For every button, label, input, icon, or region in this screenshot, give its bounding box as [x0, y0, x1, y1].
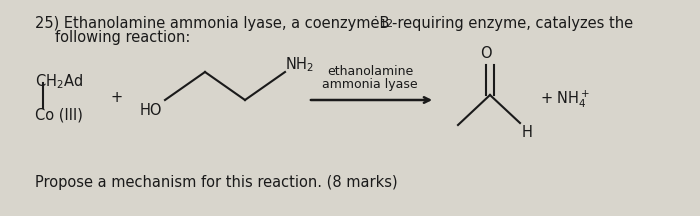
Text: ammonia lyase: ammonia lyase [322, 78, 418, 91]
Text: Propose a mechanism for this reaction. (8 marks): Propose a mechanism for this reaction. (… [35, 175, 398, 190]
Text: -requiring enzyme, catalyzes the: -requiring enzyme, catalyzes the [392, 16, 633, 31]
Text: HO: HO [140, 103, 162, 118]
Text: + NH$_4^+$: + NH$_4^+$ [540, 88, 590, 110]
Text: ethanolamine: ethanolamine [327, 65, 413, 78]
Text: 25) Ethanolamine ammonia lyase, a coenzymėB: 25) Ethanolamine ammonia lyase, a coenzy… [35, 16, 389, 31]
Text: 12: 12 [380, 19, 394, 29]
Text: NH$_2$: NH$_2$ [285, 55, 314, 74]
Text: CH$_2$Ad: CH$_2$Ad [35, 72, 83, 91]
Text: O: O [480, 46, 492, 61]
Text: H: H [522, 125, 533, 140]
Text: +: + [110, 90, 122, 105]
Text: following reaction:: following reaction: [55, 30, 190, 45]
Text: Co (III): Co (III) [35, 108, 83, 123]
